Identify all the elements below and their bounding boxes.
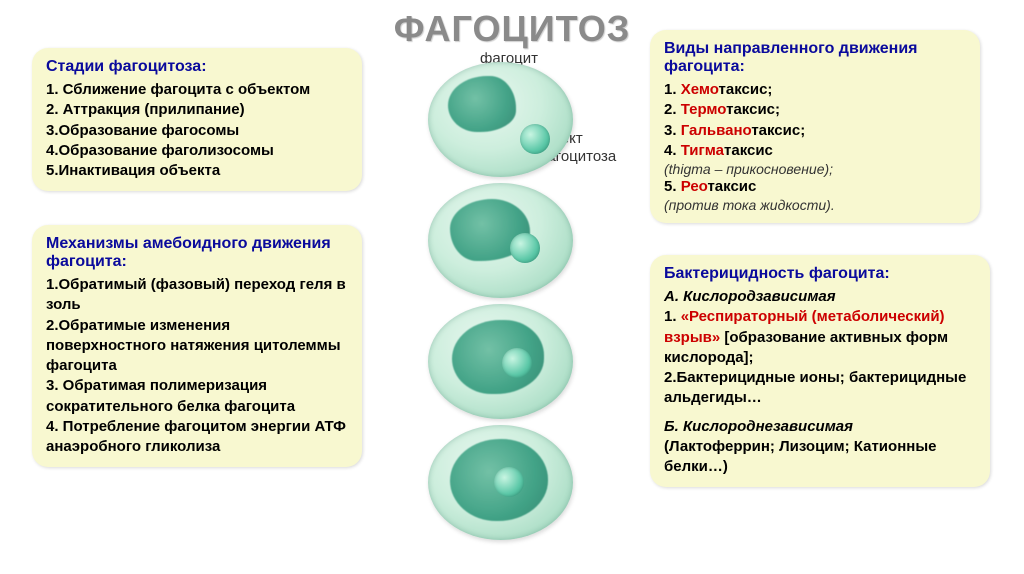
movement-item: 5. Реотаксис xyxy=(664,177,966,197)
movement-hi: Гальвано xyxy=(681,122,752,139)
target-icon xyxy=(494,467,524,497)
t: таксис xyxy=(724,142,773,159)
target-icon xyxy=(510,233,540,263)
movement-hi: Хемо xyxy=(681,81,719,98)
movement-hi: Термо xyxy=(681,101,726,118)
t: 4. xyxy=(664,142,681,159)
cell-stage-3 xyxy=(428,304,573,419)
cell-diagram-column xyxy=(390,62,610,540)
panel-bactericidal: Бактерицидность фагоцита: А. Кислородзав… xyxy=(650,255,990,487)
movement-note: (thigma – прикосновение); xyxy=(664,161,966,177)
t: 5. xyxy=(664,178,681,195)
bact-a1: 1. «Респираторный (метаболический) взрыв… xyxy=(664,307,976,368)
panel-stages-title: Стадии фагоцитоза: xyxy=(46,58,348,76)
movement-item: 3. Гальванотаксис; xyxy=(664,121,966,141)
movement-hi: Рео xyxy=(681,178,708,195)
stages-item: 2. Аттракция (прилипание) xyxy=(46,100,348,120)
target-icon xyxy=(502,348,532,378)
panel-mechanisms: Механизмы амебоидного движения фагоцита:… xyxy=(32,225,362,467)
stages-item: 3.Образование фагосомы xyxy=(46,121,348,141)
page-title: ФАГОЦИТОЗ xyxy=(394,8,631,50)
panel-bactericidal-title: Бактерицидность фагоцита: xyxy=(664,265,976,283)
movement-hi: Тигма xyxy=(681,142,724,159)
panel-stages: Стадии фагоцитоза: 1. Сближение фагоцита… xyxy=(32,48,362,191)
bact-b-label: Б. Кислороднезависимая xyxy=(664,417,976,437)
stages-item: 1. Сближение фагоцита с объектом xyxy=(46,80,348,100)
movement-note: (против тока жидкости). xyxy=(664,197,966,213)
panel-movement: Виды направленного движения фагоцита: 1.… xyxy=(650,30,980,223)
t: 3. xyxy=(664,122,681,139)
mech-item: 3. Обратимая полимеризация сократительно… xyxy=(46,376,348,417)
target-icon xyxy=(520,124,550,154)
t: таксис; xyxy=(719,81,773,98)
bact-a-label: А. Кислородзависимая xyxy=(664,287,976,307)
t: 2. xyxy=(664,101,681,118)
movement-item: 4. Тигматаксис xyxy=(664,141,966,161)
cell-stage-4 xyxy=(428,425,573,540)
bact-b-items: (Лактоферрин; Лизоцим; Катионные белки…) xyxy=(664,437,976,478)
t: 1. xyxy=(664,308,681,325)
stages-item: 5.Инактивация объекта xyxy=(46,161,348,181)
cell-stage-2 xyxy=(428,183,573,298)
cell-stage-1 xyxy=(428,62,573,177)
mech-item: 4. Потребление фагоцитом энергии АТФ ана… xyxy=(46,417,348,458)
movement-item: 1. Хемотаксис; xyxy=(664,80,966,100)
t: таксис; xyxy=(726,101,780,118)
t: 1. xyxy=(664,81,681,98)
t: таксис xyxy=(707,178,756,195)
t: таксис; xyxy=(751,122,805,139)
mech-item: 2.Обратимые изменения поверхностного нат… xyxy=(46,316,348,377)
movement-item: 2. Термотаксис; xyxy=(664,100,966,120)
panel-movement-title: Виды направленного движения фагоцита: xyxy=(664,40,966,76)
mech-item: 1.Обратимый (фазовый) переход геля в зол… xyxy=(46,275,348,316)
stages-item: 4.Образование фаголизосомы xyxy=(46,141,348,161)
panel-mechanisms-title: Механизмы амебоидного движения фагоцита: xyxy=(46,235,348,271)
bact-a2: 2.Бактерицидные ионы; бактерицидные альд… xyxy=(664,368,976,409)
phagocyte-icon xyxy=(448,76,516,132)
